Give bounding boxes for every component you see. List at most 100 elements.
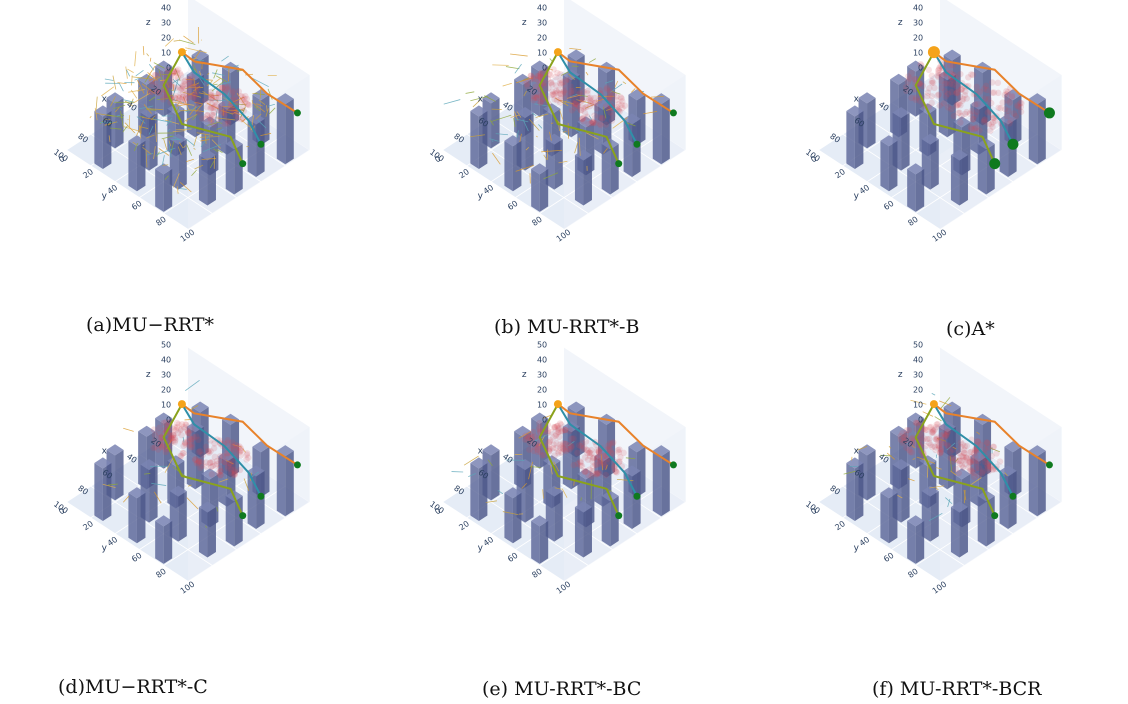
uncertainty-point (158, 444, 165, 451)
uncertainty-point (157, 440, 164, 448)
uncertainty-point (192, 456, 199, 463)
y-tick-label: 80 (906, 215, 920, 228)
uncertainty-point (244, 450, 251, 457)
tree-branch (138, 125, 149, 129)
uncertainty-point (949, 446, 957, 453)
uncertainty-point (943, 80, 951, 87)
tree-branch (492, 152, 501, 165)
obstacle-face (163, 66, 173, 117)
obstacle-face (491, 97, 500, 149)
uncertainty-point (186, 84, 194, 91)
uncertainty-point (940, 72, 948, 80)
uncertainty-point (1018, 99, 1025, 107)
tree-branch (216, 506, 219, 512)
obstacle-face (554, 491, 563, 542)
tree-branch (567, 440, 575, 447)
uncertainty-point (148, 88, 155, 96)
uncertainty-point (554, 69, 561, 77)
uncertainty-point (594, 470, 601, 477)
uncertainty-point (958, 86, 966, 93)
tree-branch (465, 91, 475, 94)
obstacle-top (94, 457, 112, 469)
uncertainty-point (901, 433, 909, 441)
y-tick-label: 80 (154, 567, 168, 580)
uncertainty-point (199, 451, 206, 459)
uncertainty-point (207, 117, 214, 125)
uncertainty-point (183, 90, 190, 97)
z-tick-label: 50 (537, 340, 547, 349)
uncertainty-point (596, 114, 603, 121)
tree-branch (843, 470, 856, 475)
uncertainty-point (557, 427, 565, 435)
uncertainty-point (557, 77, 564, 84)
uncertainty-point (156, 89, 163, 96)
tree-branch (908, 478, 915, 482)
uncertainty-point (928, 93, 936, 100)
uncertainty-point (524, 83, 531, 90)
obstacle-top (574, 501, 592, 513)
uncertainty-point (593, 455, 600, 463)
uncertainty-point (935, 67, 942, 74)
uncertainty-point (183, 421, 190, 429)
tree-branch (179, 181, 192, 193)
uncertainty-point (149, 81, 156, 89)
uncertainty-point (995, 104, 1002, 111)
planned-path (557, 403, 674, 466)
uncertainty-point (190, 83, 197, 90)
tree-branch (205, 525, 207, 529)
y-tick-label: 20 (833, 519, 847, 532)
tree-branch (946, 442, 956, 451)
uncertainty-point (243, 456, 250, 463)
tree-branch (528, 118, 540, 131)
uncertainty-point (241, 95, 248, 102)
tree-branch (239, 118, 250, 128)
uncertainty-point (607, 446, 614, 454)
uncertainty-point (158, 443, 166, 450)
uncertainty-point (173, 67, 180, 74)
z-tick-label: 20 (913, 385, 923, 394)
tree-branch (132, 141, 138, 146)
uncertainty-point (953, 83, 961, 91)
uncertainty-point (927, 441, 934, 449)
obstacle-face (149, 464, 158, 523)
z-tick-label: 10 (161, 48, 171, 57)
uncertainty-point (961, 449, 968, 457)
uncertainty-point (174, 429, 182, 437)
tree-branch (161, 135, 174, 140)
uncertainty-point (219, 452, 227, 460)
obstacle-face (155, 418, 164, 469)
uncertainty-point (195, 436, 202, 444)
uncertainty-point (973, 124, 980, 131)
uncertainty-point (617, 453, 624, 461)
tree-branch (522, 119, 529, 132)
uncertainty-point (935, 436, 943, 444)
uncertainty-point (934, 436, 941, 443)
y-tick-label: 100 (931, 228, 949, 244)
uncertainty-point (962, 454, 970, 461)
uncertainty-point (551, 452, 558, 459)
uncertainty-point (926, 435, 933, 443)
uncertainty-point (593, 447, 601, 454)
uncertainty-point (967, 124, 975, 131)
uncertainty-point (577, 458, 584, 465)
uncertainty-point (599, 115, 606, 122)
obstacle-face (583, 506, 592, 558)
uncertainty-point (224, 437, 231, 444)
uncertainty-point (558, 79, 566, 86)
uncertainty-point (567, 89, 574, 96)
obstacle-top (594, 98, 612, 110)
tree-branch (154, 123, 157, 142)
uncertainty-point (536, 424, 543, 431)
obstacle-face (950, 154, 960, 206)
uncertainty-point (544, 427, 552, 435)
tree-branch (207, 99, 226, 101)
planned-path (181, 51, 298, 114)
tree-branch (193, 147, 196, 150)
uncertainty-point (589, 119, 597, 126)
uncertainty-point (181, 96, 188, 103)
planned-path (181, 51, 262, 145)
uncertainty-point (1017, 99, 1024, 107)
uncertainty-point (169, 432, 177, 439)
uncertainty-point (593, 461, 600, 469)
uncertainty-point (979, 469, 986, 477)
